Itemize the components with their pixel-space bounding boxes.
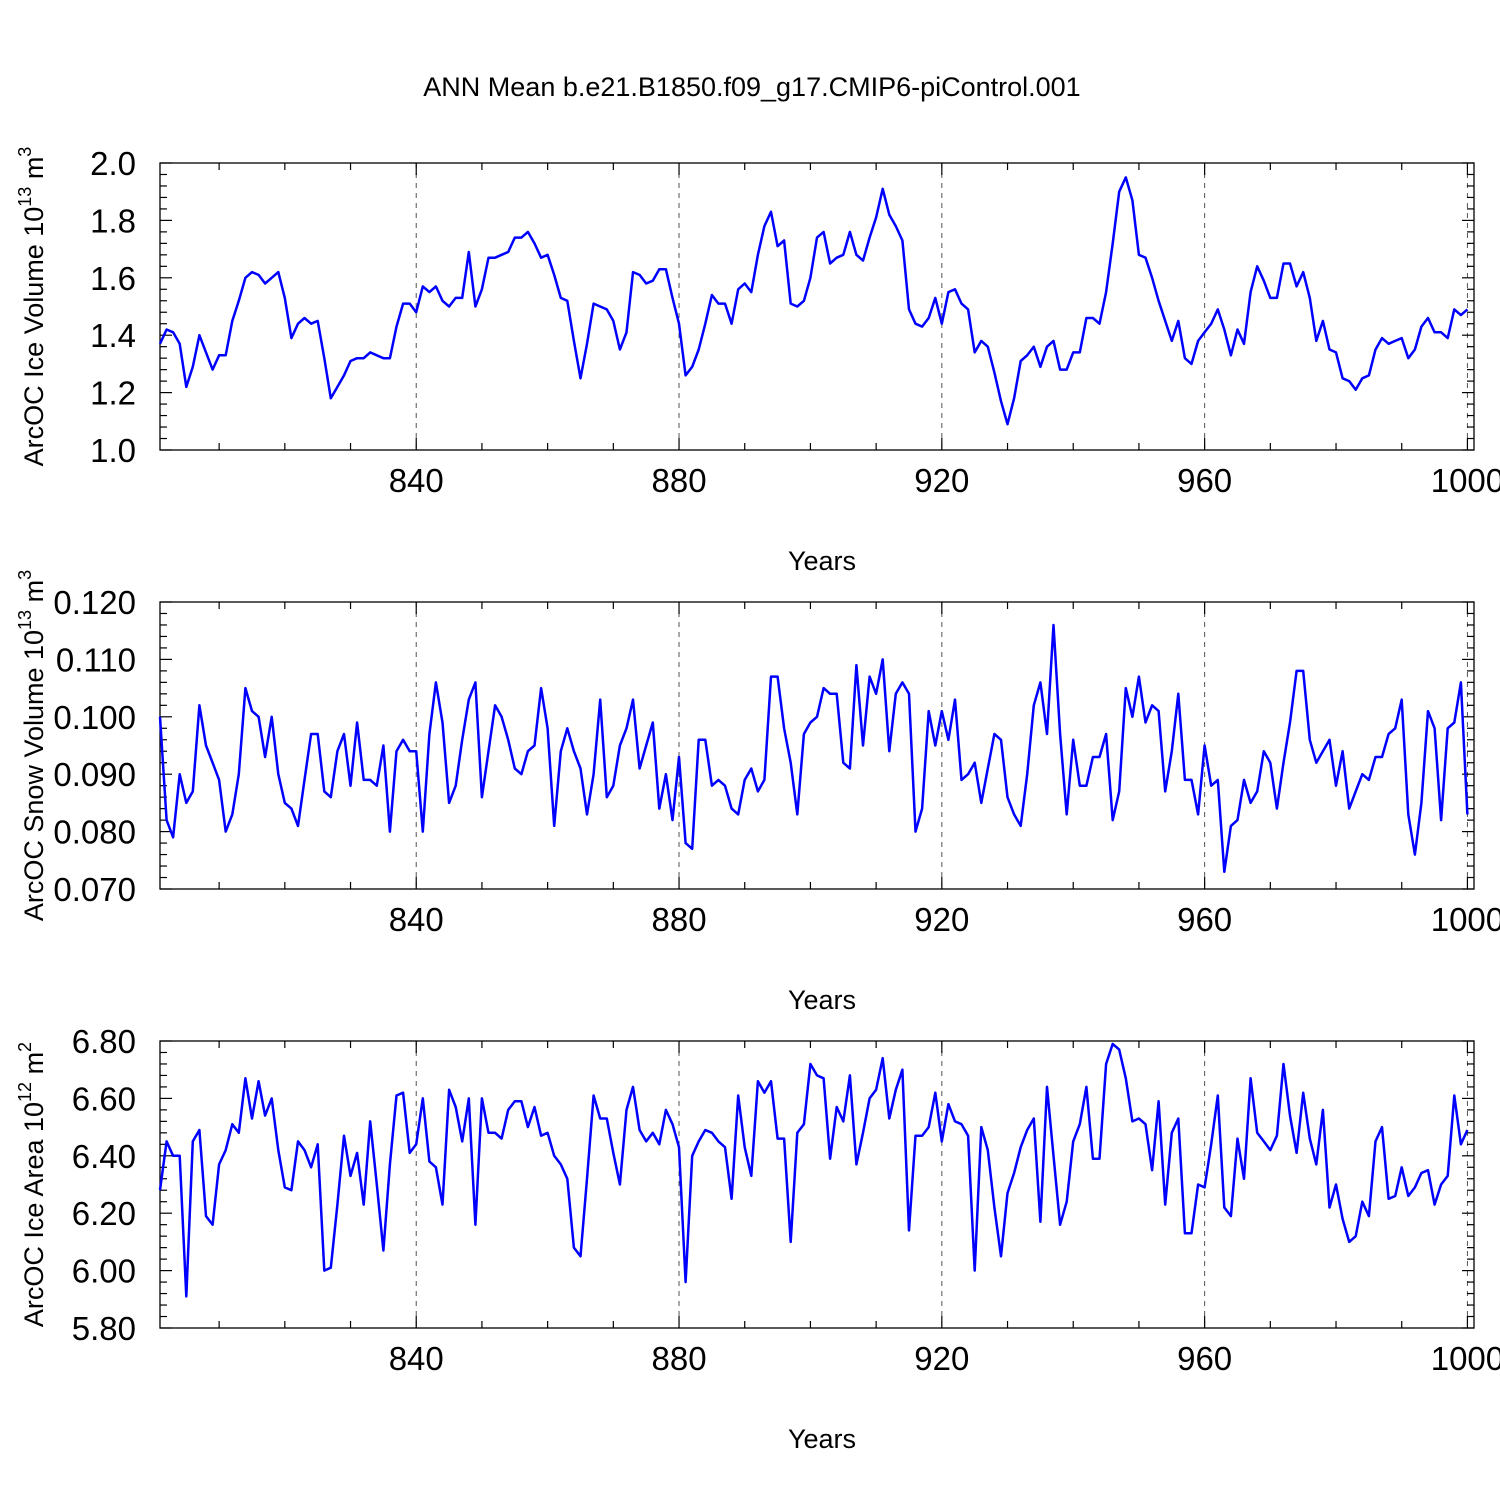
y-tick-label: 0.100 <box>53 699 136 736</box>
y-tick-label: 5.80 <box>72 1310 136 1347</box>
data-series-line <box>158 1042 1469 1298</box>
data-series-line <box>158 623 1469 874</box>
y-tick-label: 0.090 <box>53 756 136 793</box>
y-tick-label: 6.40 <box>72 1138 136 1175</box>
y-tick-label: 6.80 <box>72 1023 136 1060</box>
y-tick-label: 6.00 <box>72 1253 136 1290</box>
y-axis-label-unit-exponent: 2 <box>15 1042 35 1052</box>
y-axis-label-unit-exponent: 3 <box>15 570 35 580</box>
plot-frame <box>159 162 1475 451</box>
x-tick-label: 960 <box>1177 462 1232 499</box>
y-tick-label: 1.4 <box>90 317 136 354</box>
x-tick-label: 880 <box>651 901 706 938</box>
y-axis-label-text: ArcOC Ice Area 10 <box>19 1102 49 1327</box>
y-axis-label: ArcOC Ice Volume 1013 m3 <box>15 147 49 467</box>
x-tick-label: 920 <box>914 1340 969 1377</box>
y-tick-label: 6.20 <box>72 1195 136 1232</box>
y-tick-label: 0.070 <box>53 871 136 908</box>
y-tick-label: 0.120 <box>53 584 136 621</box>
y-axis-label: ArcOC Snow Volume 1013 m3 <box>15 570 49 921</box>
plot-frame <box>159 601 1475 890</box>
x-tick-label: 840 <box>389 462 444 499</box>
x-axis-label: Years <box>788 1424 856 1454</box>
data-series-line <box>158 176 1469 426</box>
y-axis-label-unit: m <box>19 157 49 187</box>
x-axis-label: Years <box>788 546 856 576</box>
y-tick-label: 1.2 <box>90 375 136 412</box>
y-axis-label-unit-exponent: 3 <box>15 147 35 157</box>
y-tick-label: 0.080 <box>53 814 136 851</box>
plot-frame <box>159 1040 1475 1329</box>
x-tick-label: 880 <box>651 462 706 499</box>
y-tick-label: 1.8 <box>90 202 136 239</box>
y-axis-label-exponent: 13 <box>15 610 35 630</box>
y-axis-label-exponent: 12 <box>15 1082 35 1102</box>
y-axis-label-unit: m <box>19 580 49 610</box>
y-tick-label: 2.0 <box>90 145 136 182</box>
x-tick-label: 1000 <box>1431 462 1500 499</box>
x-tick-label: 960 <box>1177 901 1232 938</box>
chart-title: ANN Mean b.e21.B1850.f09_g17.CMIP6-piCon… <box>423 72 1080 102</box>
panel-3: 840 880 920 960 1000 5.80 6.00 6.20 6.40 6.60 6.80… <box>15 1023 1500 1454</box>
panel-2: 840 880 920 960 1000 0.070 0.080 0.090 0.100 0.11… <box>15 570 1500 1015</box>
y-tick-label: 6.60 <box>72 1080 136 1117</box>
x-tick-label: 1000 <box>1431 901 1500 938</box>
x-tick-label: 920 <box>914 901 969 938</box>
x-axis-label: Years <box>788 985 856 1015</box>
x-tick-label: 960 <box>1177 1340 1232 1377</box>
y-tick-label: 0.110 <box>56 641 136 678</box>
x-tick-label: 1000 <box>1431 1340 1500 1377</box>
panel-1: 840 880 920 960 1000 1.0 1.2 1.4 1.6 1.8 2.0 Years A… <box>15 145 1500 576</box>
x-tick-label: 840 <box>389 1340 444 1377</box>
y-axis-label-unit: m <box>19 1052 49 1082</box>
x-tick-label: 920 <box>914 462 969 499</box>
y-axis-label-text: ArcOC Snow Volume 10 <box>19 630 49 921</box>
y-tick-label: 1.6 <box>90 260 136 297</box>
y-axis-label-exponent: 13 <box>15 187 35 207</box>
y-tick-label: 1.0 <box>90 432 136 469</box>
y-axis-label: ArcOC Ice Area 1012 m2 <box>15 1042 49 1327</box>
x-tick-label: 840 <box>389 901 444 938</box>
x-tick-label: 880 <box>651 1340 706 1377</box>
y-axis-label-text: ArcOC Ice Volume 10 <box>19 207 49 467</box>
